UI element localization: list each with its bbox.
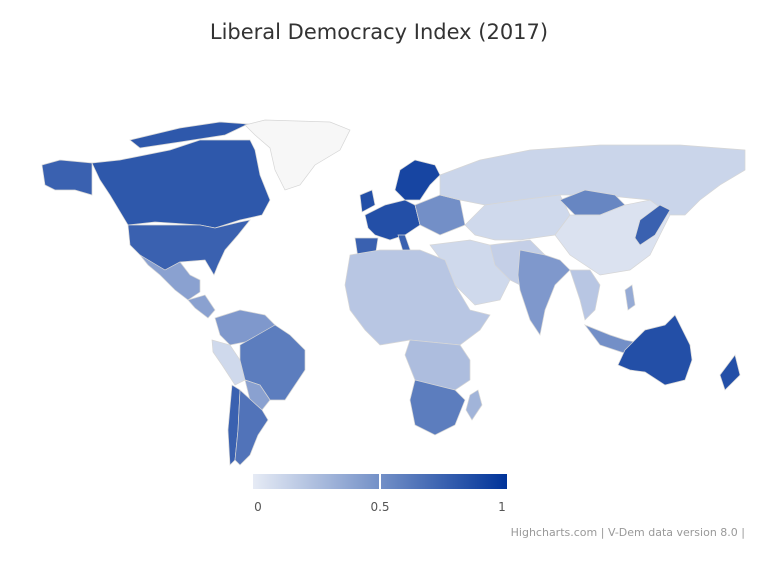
legend-tick-label: 0 — [254, 500, 262, 514]
legend-tick-label: 0.5 — [370, 500, 390, 514]
map-region-bolivia-paraguay[interactable] — [244, 379, 271, 411]
map-region-argentina[interactable] — [234, 389, 269, 466]
map-region-central-america[interactable] — [187, 294, 216, 319]
map-region-brazil[interactable] — [239, 324, 306, 401]
map-region-alaska-usa-[interactable] — [41, 159, 93, 196]
map-region-united-kingdom[interactable] — [359, 189, 376, 213]
color-axis-legend — [253, 474, 507, 489]
map-region-scandinavia[interactable] — [394, 159, 441, 201]
map-region-australia[interactable] — [617, 314, 693, 386]
map-region-mexico[interactable] — [139, 254, 201, 301]
map-region-philippines[interactable] — [624, 284, 636, 311]
chart-title: Liberal Democracy Index (2017) — [209, 20, 549, 44]
legend-tick-label: 1 — [498, 500, 506, 514]
map-region-canadian-arctic[interactable] — [129, 121, 250, 149]
map-region-india[interactable] — [517, 249, 571, 336]
map-region-eastern-europe[interactable] — [414, 194, 466, 236]
map-region-southern-africa[interactable] — [409, 379, 466, 436]
legend-midpoint-marker — [379, 474, 381, 489]
credits-link[interactable]: Highcharts.com | V-Dem data version 8.0 … — [510, 526, 745, 539]
map-region-southeast-asia[interactable] — [569, 269, 601, 321]
map-region-western-europe[interactable] — [364, 199, 421, 241]
map-region-japan[interactable] — [634, 204, 671, 246]
map-region-peru-ecuador[interactable] — [211, 339, 246, 386]
map-region-new-zealand[interactable] — [719, 354, 741, 391]
map-region-usa[interactable] — [127, 219, 251, 276]
map-region-greenland[interactable] — [244, 119, 351, 191]
map-region-north-africa[interactable] — [344, 249, 491, 346]
map-region-canada[interactable] — [91, 139, 271, 229]
map-region-madagascar[interactable] — [465, 389, 483, 421]
